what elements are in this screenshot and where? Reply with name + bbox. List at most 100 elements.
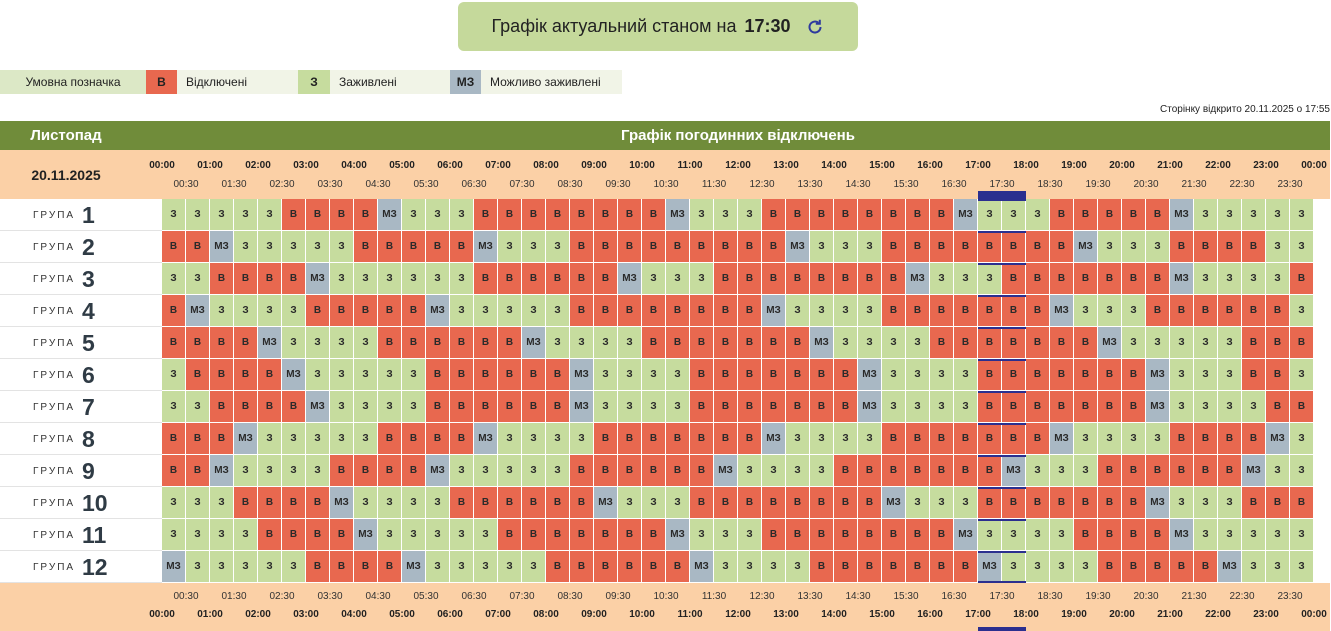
hour-label: 16:00	[917, 609, 943, 620]
hour-label: 07:00	[485, 160, 511, 171]
schedule-cell: В	[690, 423, 714, 455]
schedule-cell: В	[594, 519, 618, 551]
schedule-cell: В	[954, 327, 978, 359]
schedule-cell: З	[378, 359, 402, 391]
schedule-cell: МЗ	[858, 391, 882, 423]
schedule-cell: В	[930, 231, 954, 263]
schedule-status-button[interactable]: Графік актуальний станом на 17:30	[458, 2, 858, 51]
schedule-cell: В	[690, 327, 714, 359]
schedule-cell: В	[1050, 199, 1074, 231]
half-hour-label: 15:30	[893, 591, 919, 602]
schedule-cell: З	[498, 455, 522, 487]
schedule-cell: В	[474, 263, 498, 295]
hour-label: 21:00	[1157, 609, 1183, 620]
schedule-cell: З	[402, 359, 426, 391]
legend-code: МЗ	[450, 70, 481, 94]
schedule-cell: З	[234, 199, 258, 231]
schedule-cell: В	[1098, 487, 1122, 519]
schedule-cell: МЗ	[1218, 551, 1242, 583]
schedule-cell: В	[930, 295, 954, 327]
half-hour-label: 04:30	[365, 591, 391, 602]
schedule-cell: В	[570, 199, 594, 231]
group-label: ГРУПА	[33, 274, 76, 285]
schedule-cell: З	[258, 231, 282, 263]
schedule-cell: В	[1002, 423, 1026, 455]
schedule-cell: В	[906, 423, 930, 455]
hour-label: 00:00	[1301, 160, 1327, 171]
schedule-cell: З	[450, 455, 474, 487]
schedule-cell: В	[546, 263, 570, 295]
schedule-cell: В	[1194, 231, 1218, 263]
schedule-cell: В	[1242, 487, 1266, 519]
schedule-cell: В	[738, 295, 762, 327]
schedule-cell: З	[930, 487, 954, 519]
schedule-cell: В	[330, 295, 354, 327]
schedule-cell: МЗ	[570, 359, 594, 391]
half-hour-label: 01:30	[221, 179, 247, 190]
schedule-cell: З	[162, 487, 186, 519]
schedule-cell: В	[1026, 263, 1050, 295]
schedule-cell: З	[378, 263, 402, 295]
schedule-cell: В	[762, 359, 786, 391]
schedule-cell: В	[882, 551, 906, 583]
schedule-cell: В	[330, 519, 354, 551]
schedule-cell: В	[978, 231, 1002, 263]
hour-label: 15:00	[869, 609, 895, 620]
refresh-icon[interactable]	[805, 17, 825, 37]
schedule-cell: В	[1242, 423, 1266, 455]
schedule-cell: В	[1026, 391, 1050, 423]
schedule-cell: В	[570, 519, 594, 551]
schedule-cell: З	[858, 423, 882, 455]
schedule-cell: З	[666, 359, 690, 391]
hour-label: 23:00	[1253, 609, 1279, 620]
schedule-cell: З	[354, 391, 378, 423]
schedule-cell: В	[1074, 391, 1098, 423]
half-hour-label: 06:30	[461, 179, 487, 190]
schedule-cell: В	[858, 263, 882, 295]
schedule-cell: В	[426, 423, 450, 455]
schedule-cell: З	[522, 455, 546, 487]
schedule-cell: В	[426, 231, 450, 263]
schedule-cell: МЗ	[954, 199, 978, 231]
schedule-cell: В	[690, 455, 714, 487]
legend-text: Заживлені	[330, 70, 450, 94]
schedule-cell: В	[546, 551, 570, 583]
schedule-cell: В	[1242, 231, 1266, 263]
schedule-cell: В	[546, 359, 570, 391]
half-hour-label: 05:30	[413, 179, 439, 190]
schedule-cell: МЗ	[1146, 391, 1170, 423]
half-hour-label: 07:30	[509, 179, 535, 190]
legend-text: Можливо заживлені	[481, 70, 622, 94]
hour-label: 10:00	[629, 160, 655, 171]
schedule-cell: В	[666, 455, 690, 487]
schedule-cell: В	[594, 455, 618, 487]
opened-note: Сторінку відкрито 20.11.2025 о 17:55	[1160, 104, 1330, 115]
half-hour-label: 10:30	[653, 591, 679, 602]
month: Листопад	[30, 127, 102, 144]
schedule-cell: В	[858, 519, 882, 551]
current-hour-line	[978, 295, 1026, 297]
schedule-cell: З	[186, 551, 210, 583]
schedule-cell: В	[1194, 551, 1218, 583]
schedule-cell: В	[330, 199, 354, 231]
schedule-cell: З	[306, 423, 330, 455]
schedule-cell: В	[498, 519, 522, 551]
current-hour-marker	[978, 627, 1026, 631]
schedule-cell: МЗ	[426, 455, 450, 487]
schedule-cell: В	[1170, 231, 1194, 263]
schedule-cell: В	[978, 423, 1002, 455]
schedule-cell: З	[1290, 423, 1314, 455]
schedule-cell: З	[594, 359, 618, 391]
schedule-cell: З	[210, 487, 234, 519]
schedule-cell: МЗ	[978, 551, 1002, 583]
schedule-cell: З	[1194, 359, 1218, 391]
schedule-cell: В	[1266, 487, 1290, 519]
schedule-cell: В	[978, 391, 1002, 423]
schedule-cell: В	[978, 359, 1002, 391]
schedule-cell: З	[930, 263, 954, 295]
schedule-cell: В	[714, 263, 738, 295]
schedule-cell: З	[1146, 231, 1170, 263]
schedule-cell: МЗ	[1074, 231, 1098, 263]
schedule-cell: В	[1002, 295, 1026, 327]
schedule-cell: В	[210, 359, 234, 391]
